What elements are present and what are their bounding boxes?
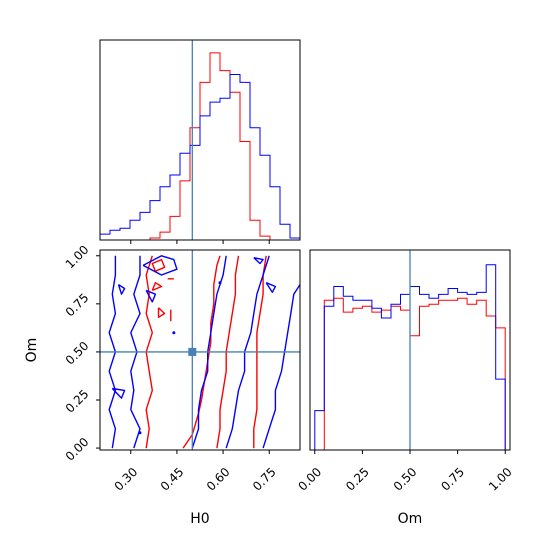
joint-frame bbox=[99, 249, 301, 451]
om-x-axis-label: Om bbox=[398, 511, 423, 527]
om-marginal-ticks: 0.00 0.25 0.50 0.75 1.00 bbox=[296, 450, 515, 494]
om-x-tick-label-1: 0.25 bbox=[343, 465, 372, 494]
contour-line-11 bbox=[142, 255, 178, 276]
joint-ticks: 0.30 0.45 0.60 0.75 0.00 0.25 0.50 0.75 1.00 bbox=[63, 243, 279, 494]
h0-histograms bbox=[99, 52, 301, 241]
h0-marginal-ticks bbox=[130, 240, 270, 244]
om-y-tick-label-2: 0.50 bbox=[63, 339, 92, 368]
h0-x-tick-label-3: 0.75 bbox=[250, 465, 279, 494]
om-axis-label: Om bbox=[24, 338, 40, 363]
panel-joint: 0.30 0.45 0.60 0.750.000.250.500.751.00 H0 … bbox=[24, 243, 301, 527]
h0-x-tick-label-0: 0.30 bbox=[112, 465, 141, 494]
panel-h0-marginal bbox=[99, 39, 301, 244]
histogram-series-1 bbox=[99, 74, 301, 240]
h0-x-tick-label-1: 0.45 bbox=[158, 465, 187, 494]
joint-truth-marker bbox=[188, 347, 197, 356]
contour-line-14 bbox=[111, 387, 126, 399]
histogram-series-0 bbox=[100, 52, 300, 241]
om-x-tick-label-4: 1.00 bbox=[486, 465, 515, 494]
contour-dot-22 bbox=[138, 431, 142, 435]
om-x-tick-label-3: 0.75 bbox=[438, 465, 467, 494]
om-y-tick-label-4: 1.00 bbox=[63, 243, 92, 272]
om-x-tick-label-0: 0.00 bbox=[296, 465, 325, 494]
om-y-tick-label-1: 0.25 bbox=[63, 387, 92, 416]
contour-line-13 bbox=[117, 284, 126, 295]
contour-line-1 bbox=[151, 258, 166, 272]
om-x-tick-label-2: 0.50 bbox=[391, 465, 420, 494]
contour-line-18 bbox=[253, 257, 264, 265]
panel-om-marginal: 0.00 0.25 0.50 0.75 1.00 Om bbox=[296, 249, 515, 527]
contour-line-17 bbox=[262, 284, 301, 449]
om-y-tick-label-0: 0.00 bbox=[63, 435, 92, 464]
h0-marginal-frame bbox=[99, 39, 301, 241]
contour-line-12 bbox=[145, 289, 157, 303]
contour-line-2 bbox=[151, 282, 163, 292]
h0-x-tick-label-2: 0.60 bbox=[204, 465, 233, 494]
contour-line-3 bbox=[157, 307, 166, 318]
contour-dot-20 bbox=[172, 331, 176, 335]
h0-axis-label: H0 bbox=[190, 511, 209, 527]
contour-dot-21 bbox=[218, 281, 222, 285]
contour-line-19 bbox=[265, 282, 277, 293]
om-y-tick-label-3: 0.75 bbox=[63, 291, 92, 320]
